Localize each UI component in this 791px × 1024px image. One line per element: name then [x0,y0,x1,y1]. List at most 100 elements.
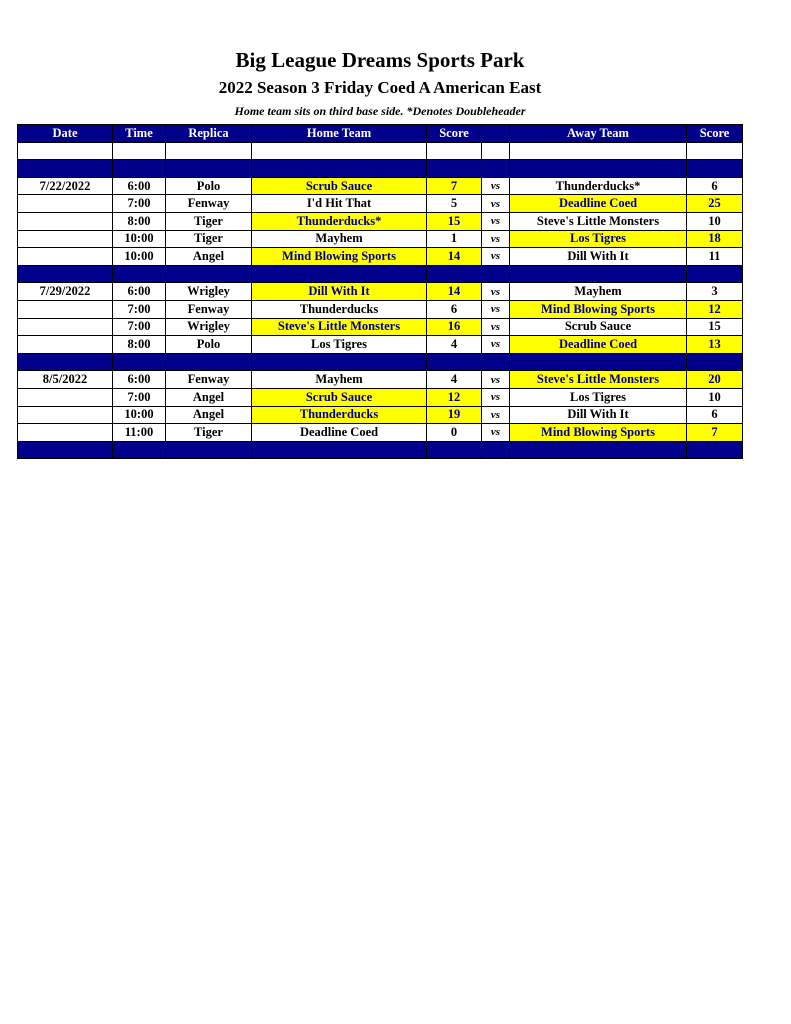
game-row: 7:00 Fenway Thunderducks 6 vs Mind Blowing Sp… [17,299,743,319]
game-row: 10:00 Tiger Mayhem 1 vs Los Tigres 18 [17,229,743,249]
vs-label: vs [481,299,510,319]
empty-cell [509,264,687,284]
vs-label: vs [481,194,510,213]
empty-cell [17,352,113,372]
empty-cell [251,159,427,178]
game-row: 7:00 Angel Scrub Sauce 12 vs Los Tigres 10 [17,387,743,407]
away-team-cell: Dill With It [509,247,687,266]
time-cell: 8:00 [112,335,166,354]
game-row: 7/22/2022 6:00 Polo Scrub Sauce 7 vs Thunderdu… [17,176,743,196]
away-team-cell: Mind Blowing Sports [509,299,687,319]
home-team-cell: Steve's Little Monsters [251,317,427,337]
vs-label: vs [481,176,510,196]
home-score-cell: 14 [426,247,482,266]
date-cell [17,211,113,231]
empty-cell [165,141,252,161]
home-score-cell: 6 [426,299,482,319]
time-cell: 6:00 [112,282,166,301]
schedule-table: Date Time Replica Home Team Score Away Team Sc… [17,124,743,460]
time-cell: 8:00 [112,211,166,231]
empty-cell [17,264,113,284]
empty-cell [251,440,427,460]
vs-label: vs [481,387,510,407]
header-home-score: Score [426,124,482,143]
field-cell: Wrigley [165,282,252,301]
away-score-cell: 13 [686,335,743,354]
header-replica: Replica [165,124,252,143]
home-score-cell: 12 [426,387,482,407]
header-away-score: Score [686,124,743,143]
vs-label: vs [481,370,510,389]
time-cell: 7:00 [112,194,166,213]
date-cell: 7/29/2022 [17,282,113,301]
field-cell: Fenway [165,370,252,389]
empty-cell [17,440,113,460]
empty-cell [426,159,482,178]
date-cell [17,423,113,442]
away-team-cell: Dill With It [509,405,687,425]
blank-row [17,141,743,161]
home-score-cell: 14 [426,282,482,301]
empty-cell [426,264,482,284]
home-score-cell: 0 [426,423,482,442]
game-row: 10:00 Angel Thunderducks 19 vs Dill With It 6 [17,405,743,425]
away-score-cell: 11 [686,247,743,266]
empty-cell [481,440,510,460]
home-team-cell: Dill With It [251,282,427,301]
header-row: Date Time Replica Home Team Score Away Team Sc… [17,124,743,143]
home-team-cell: Thunderducks [251,299,427,319]
empty-cell [481,159,510,178]
field-cell: Tiger [165,423,252,442]
header-home-team: Home Team [251,124,427,143]
date-cell: 7/22/2022 [17,176,113,196]
field-cell: Angel [165,247,252,266]
away-team-cell: Steve's Little Monsters [509,211,687,231]
header-date: Date [17,124,113,143]
date-cell [17,299,113,319]
vs-label: vs [481,423,510,442]
field-cell: Polo [165,176,252,196]
time-cell: 10:00 [112,229,166,249]
away-team-cell: Scrub Sauce [509,317,687,337]
empty-cell [251,264,427,284]
away-team-cell: Los Tigres [509,387,687,407]
header-time: Time [112,124,166,143]
empty-cell [509,440,687,460]
time-cell: 7:00 [112,387,166,407]
away-score-cell: 6 [686,176,743,196]
date-cell [17,317,113,337]
empty-cell [686,159,743,178]
home-team-cell: Los Tigres [251,335,427,354]
field-cell: Polo [165,335,252,354]
away-score-cell: 25 [686,194,743,213]
away-score-cell: 18 [686,229,743,249]
empty-cell [686,141,743,161]
home-team-cell: Deadline Coed [251,423,427,442]
away-team-cell: Thunderducks* [509,176,687,196]
away-score-cell: 20 [686,370,743,389]
separator-row [17,264,743,284]
separator-row [17,440,743,460]
empty-cell [481,352,510,372]
empty-cell [112,440,166,460]
page-title: Big League Dreams Sports Park [235,48,525,72]
home-team-cell: Scrub Sauce [251,387,427,407]
date-cell [17,194,113,213]
date-cell [17,405,113,425]
game-row: 8/5/2022 6:00 Fenway Mayhem 4 vs Steve's Littl… [17,370,743,389]
away-score-cell: 7 [686,423,743,442]
empty-cell [112,159,166,178]
away-score-cell: 6 [686,405,743,425]
home-score-cell: 15 [426,211,482,231]
empty-cell [17,141,113,161]
home-score-cell: 16 [426,317,482,337]
time-cell: 10:00 [112,405,166,425]
home-score-cell: 7 [426,176,482,196]
empty-cell [686,264,743,284]
home-score-cell: 5 [426,194,482,213]
empty-cell [17,159,113,178]
home-score-cell: 19 [426,405,482,425]
vs-label: vs [481,247,510,266]
empty-cell [509,159,687,178]
away-team-cell: Deadline Coed [509,335,687,354]
